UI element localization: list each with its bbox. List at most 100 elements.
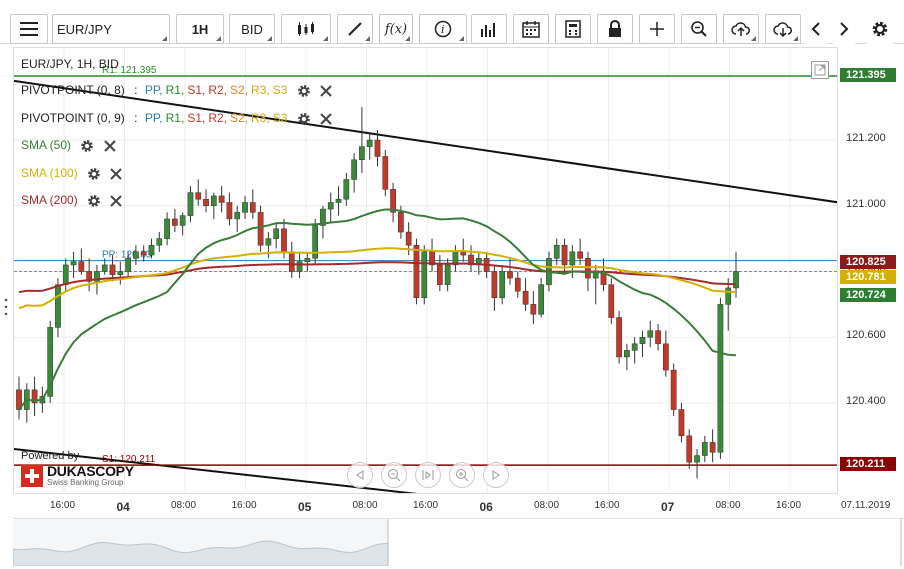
close-icon[interactable] — [110, 195, 123, 207]
candle-body — [62, 264, 69, 285]
settings-icon — [872, 21, 888, 37]
timeframe-select[interactable]: 1H — [176, 14, 224, 44]
gear-icon[interactable] — [87, 194, 101, 208]
zoom-in-button[interactable] — [449, 462, 475, 488]
candle-body — [421, 251, 428, 299]
pivot-item: R1, — [165, 83, 185, 97]
candle-body — [608, 284, 615, 318]
candle-body — [94, 271, 100, 282]
pivot-item: R1, — [165, 111, 185, 125]
expand-icon — [814, 64, 826, 76]
sma100-legend: SMA (100) — [21, 166, 123, 181]
crosshair-button[interactable] — [639, 14, 675, 44]
candle-body — [382, 156, 389, 190]
pivot1-legend: PIVOTPOINT (0, 8) : PP, R1, S1, R2, S2, R3, S3 — [21, 83, 332, 98]
trend-line-upper — [14, 79, 837, 204]
prev-button[interactable] — [804, 14, 828, 44]
gear-icon[interactable] — [297, 112, 311, 126]
candle-body — [320, 208, 326, 226]
chart-plot-area[interactable]: R1: 121.395 S1: 120.211 PP: 120.83 EUR/JPY… — [13, 47, 838, 494]
candle-body — [694, 455, 700, 463]
x-tick-label: 16:00 — [413, 500, 439, 511]
gear-icon[interactable] — [87, 167, 101, 181]
branding: Powered by DUKASCOPY Swiss Banking Group — [21, 450, 134, 487]
close-icon[interactable] — [103, 140, 116, 152]
candle-body — [218, 195, 225, 203]
sma50-legend: SMA (50) — [21, 138, 116, 153]
left-resize-handle[interactable] — [4, 297, 8, 317]
y-tick-label: 121.200 — [846, 132, 886, 145]
x-tick-label: 16:00 — [231, 500, 257, 511]
candle-body — [717, 304, 724, 453]
y-axis[interactable]: 121.200121.000120.800120.600120.400121.3… — [838, 47, 904, 494]
pivot-item: R2, — [208, 83, 228, 97]
candle-body — [468, 254, 474, 266]
navigator-panel[interactable] — [12, 518, 904, 567]
calendar-button[interactable] — [513, 14, 549, 44]
menu-button[interactable] — [10, 14, 48, 44]
pivot-item: S1, — [187, 83, 206, 97]
x-tick-label: 08:00 — [352, 500, 378, 511]
pivot-item: PP, — [144, 83, 163, 97]
symbol-select[interactable]: EUR/JPY — [52, 14, 170, 44]
navigator-chart — [12, 519, 902, 567]
chart-type-button[interactable] — [281, 14, 331, 44]
lock-button[interactable] — [597, 14, 633, 44]
candle-body — [733, 271, 739, 289]
zoom-out-button[interactable] — [381, 462, 407, 488]
x-tick-label: 07 — [661, 500, 675, 514]
volume-button[interactable] — [471, 14, 507, 44]
close-icon[interactable] — [110, 168, 123, 180]
timeframe-label: 1H — [191, 21, 209, 37]
candle-body — [343, 179, 350, 200]
candle-body — [460, 251, 467, 256]
candle-body — [242, 202, 248, 213]
candles-icon — [298, 22, 314, 36]
scroll-left-button[interactable] — [347, 462, 373, 488]
info-button[interactable]: i — [419, 14, 467, 44]
draw-button[interactable] — [337, 14, 373, 44]
side-select[interactable]: BID — [229, 14, 275, 44]
gear-icon[interactable] — [80, 139, 94, 153]
candle-body — [16, 389, 22, 410]
candle-body — [366, 139, 373, 147]
download-button[interactable] — [765, 14, 801, 44]
candle-body — [70, 261, 77, 266]
candle-body — [530, 304, 537, 315]
x-tick-label: 08:00 — [171, 500, 197, 511]
calculator-button[interactable] — [555, 14, 591, 44]
candle-body — [140, 251, 147, 256]
sma200-label: SMA (200) — [21, 193, 78, 207]
pivot-item: S1, — [187, 111, 206, 125]
candle-body — [616, 317, 622, 358]
upload-button[interactable] — [723, 14, 759, 44]
swiss-cross-icon — [21, 464, 43, 487]
candle-body — [31, 389, 38, 404]
settings-button[interactable] — [866, 14, 894, 44]
candle-body — [655, 330, 661, 345]
crosshair-icon — [650, 22, 664, 36]
x-tick-label: 06 — [479, 500, 493, 514]
candle-body — [125, 258, 131, 272]
sma50-label: SMA (50) — [21, 138, 72, 152]
candle-body — [491, 271, 498, 299]
zoom-button[interactable] — [681, 14, 717, 44]
function-button[interactable]: f(x) — [379, 14, 413, 44]
gear-icon[interactable] — [297, 84, 311, 98]
y-tick-label: 120.400 — [846, 394, 886, 407]
close-icon[interactable] — [320, 85, 332, 97]
next-icon — [492, 470, 500, 480]
candle-body — [148, 244, 155, 256]
pp-level-label: PP: 120.83 — [102, 250, 152, 261]
candle-body — [164, 218, 170, 239]
close-icon[interactable] — [320, 113, 332, 125]
candle-body — [647, 330, 654, 338]
scroll-right-button[interactable] — [483, 462, 509, 488]
hamburger-icon — [20, 22, 38, 36]
x-tick-label: 08:00 — [534, 500, 560, 511]
sma100-line — [18, 247, 737, 310]
fullscreen-button[interactable] — [811, 61, 829, 79]
next-button[interactable] — [832, 14, 856, 44]
x-axis[interactable]: 16:00 04 08:00 16:00 05 08:00 16:00 06 08:00 16:0… — [13, 494, 904, 518]
fit-button[interactable] — [415, 462, 441, 488]
